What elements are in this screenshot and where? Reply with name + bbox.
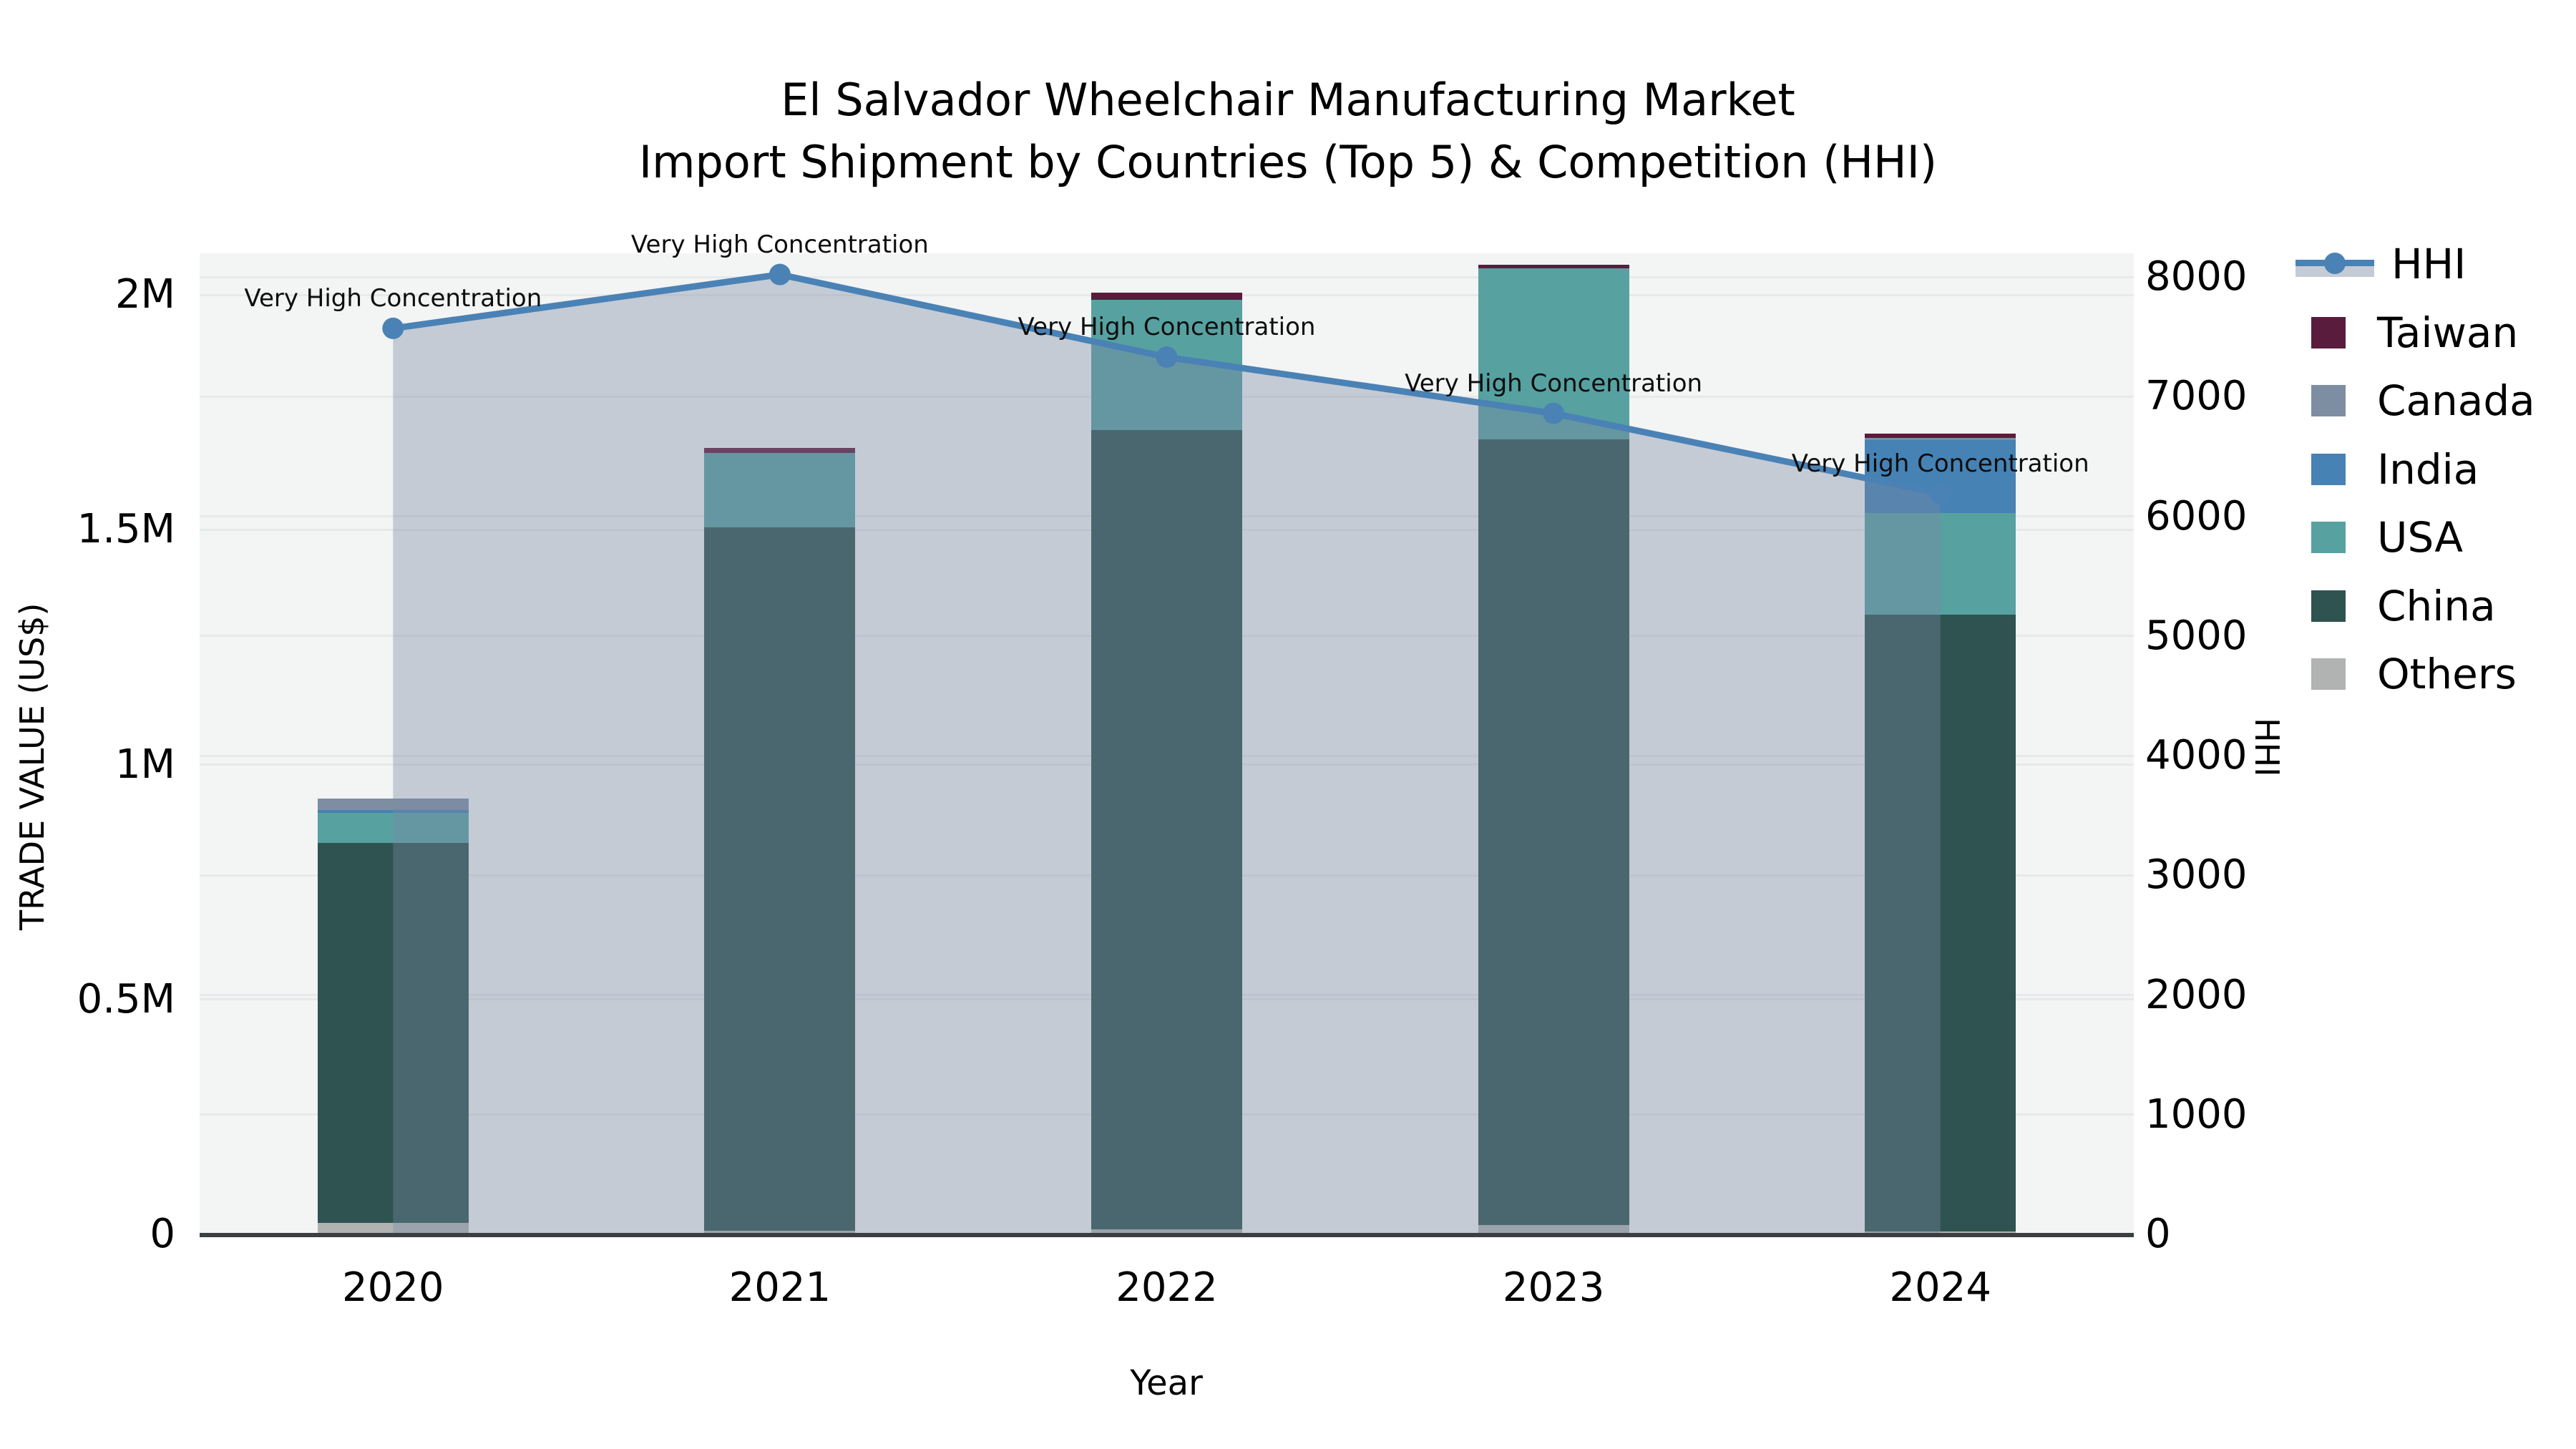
- legend-swatch-usa: [2311, 522, 2346, 553]
- y-right-tick-4000: 4000: [2145, 732, 2248, 779]
- legend-hhi-marker-swatch: [2324, 253, 2346, 274]
- y-right-tick-0: 0: [2145, 1211, 2171, 1257]
- chart-title-line1: El Salvador Wheelchair Manufacturing Mar…: [781, 74, 1795, 126]
- x-tick-2021: 2021: [728, 1264, 831, 1311]
- legend-item-usa: USA: [2311, 517, 2463, 558]
- gridline-right-8000: [200, 275, 2134, 278]
- legend-item-others: Others: [2311, 653, 2517, 695]
- legend-swatch-others: [2311, 658, 2346, 690]
- legend-label-india: India: [2377, 444, 2479, 494]
- bar-2022-taiwan: [1091, 292, 1242, 301]
- hhi-area-fill: [393, 274, 1941, 1233]
- bar-2021-china: [704, 527, 856, 1231]
- bar-2021-taiwan: [704, 448, 856, 453]
- bar-2022-others: [1091, 1229, 1242, 1234]
- x-tick-2024: 2024: [1889, 1264, 1991, 1311]
- bar-2023-others: [1478, 1224, 1629, 1234]
- legend-swatch-taiwan: [2311, 316, 2346, 348]
- bar-2024-canada: [1865, 437, 2016, 440]
- bar-2020-india: [317, 810, 469, 814]
- hhi-marker-2022: [1156, 346, 1178, 369]
- annotation-2021: Very High Concentration: [630, 230, 929, 259]
- legend-label-hhi: HHI: [2391, 240, 2467, 288]
- y-axis-left-title: TRADE VALUE (US$): [13, 602, 52, 930]
- hhi-marker-2024: [1929, 482, 1951, 504]
- y-right-tick-8000: 8000: [2145, 253, 2248, 300]
- annotation-2023: Very High Concentration: [1405, 369, 1703, 398]
- y-right-tick-3000: 3000: [2145, 852, 2248, 899]
- y-left-tick-1M: 1M: [115, 741, 175, 788]
- y-axis-right-title: HHI: [2248, 718, 2286, 777]
- bar-2024-taiwan: [1865, 434, 2016, 438]
- x-tick-2023: 2023: [1502, 1264, 1605, 1311]
- y-right-tick-7000: 7000: [2145, 373, 2248, 420]
- bar-2023-taiwan: [1478, 264, 1629, 269]
- legend-label-usa: USA: [2377, 513, 2464, 562]
- x-tick-2020: 2020: [342, 1264, 444, 1311]
- legend-item-hhi: HHI: [2296, 240, 2467, 288]
- bar-2020-china: [317, 843, 469, 1224]
- legend-item-canada: Canada: [2311, 380, 2535, 421]
- legend-item-china: China: [2311, 585, 2496, 627]
- y-left-tick-1.5M: 1.5M: [77, 506, 175, 553]
- annotation-2024: Very High Concentration: [1791, 449, 2089, 478]
- legend-swatch-canada: [2311, 385, 2346, 416]
- bar-2021-others: [704, 1231, 856, 1234]
- legend-swatch-china: [2311, 590, 2346, 622]
- bar-2024-china: [1865, 615, 2016, 1232]
- y-right-tick-2000: 2000: [2145, 971, 2248, 1018]
- x-axis-title: Year: [1130, 1363, 1203, 1403]
- bar-2024-usa: [1865, 512, 2016, 615]
- bar-2022-china: [1091, 430, 1242, 1230]
- legend-label-taiwan: Taiwan: [2377, 308, 2519, 357]
- bar-2020-canada: [317, 798, 469, 811]
- y-right-tick-6000: 6000: [2145, 492, 2248, 540]
- legend: HHI Taiwan Canada India USA China Others: [2296, 240, 2576, 716]
- legend-hhi-line-sample: [2296, 248, 2374, 280]
- y-right-tick-1000: 1000: [2145, 1091, 2248, 1138]
- bar-2020-usa: [317, 813, 469, 844]
- x-tick-2022: 2022: [1116, 1264, 1218, 1311]
- y-left-tick-0: 0: [150, 1211, 175, 1257]
- y-left-tick-0.5M: 0.5M: [77, 975, 175, 1023]
- hhi-marker-2021: [769, 263, 791, 286]
- annotation-2020: Very High Concentration: [244, 283, 542, 313]
- legend-label-china: China: [2377, 581, 2496, 630]
- bar-2021-usa: [704, 452, 856, 527]
- bar-2023-china: [1478, 439, 1629, 1225]
- chart-title-line2: Import Shipment by Countries (Top 5) & C…: [638, 136, 1938, 188]
- y-right-tick-5000: 5000: [2145, 612, 2248, 659]
- legend-swatch-india: [2311, 453, 2346, 485]
- y-left-tick-2M: 2M: [115, 271, 175, 318]
- legend-item-india: India: [2311, 449, 2479, 490]
- legend-label-canada: Canada: [2377, 376, 2535, 425]
- legend-label-others: Others: [2377, 650, 2517, 698]
- hhi-marker-2020: [382, 317, 404, 339]
- x-axis-line: [200, 1233, 2134, 1237]
- legend-item-taiwan: Taiwan: [2311, 312, 2518, 353]
- annotation-2022: Very High Concentration: [1018, 313, 1316, 342]
- bar-2020-others: [317, 1223, 469, 1234]
- hhi-marker-2023: [1543, 402, 1565, 424]
